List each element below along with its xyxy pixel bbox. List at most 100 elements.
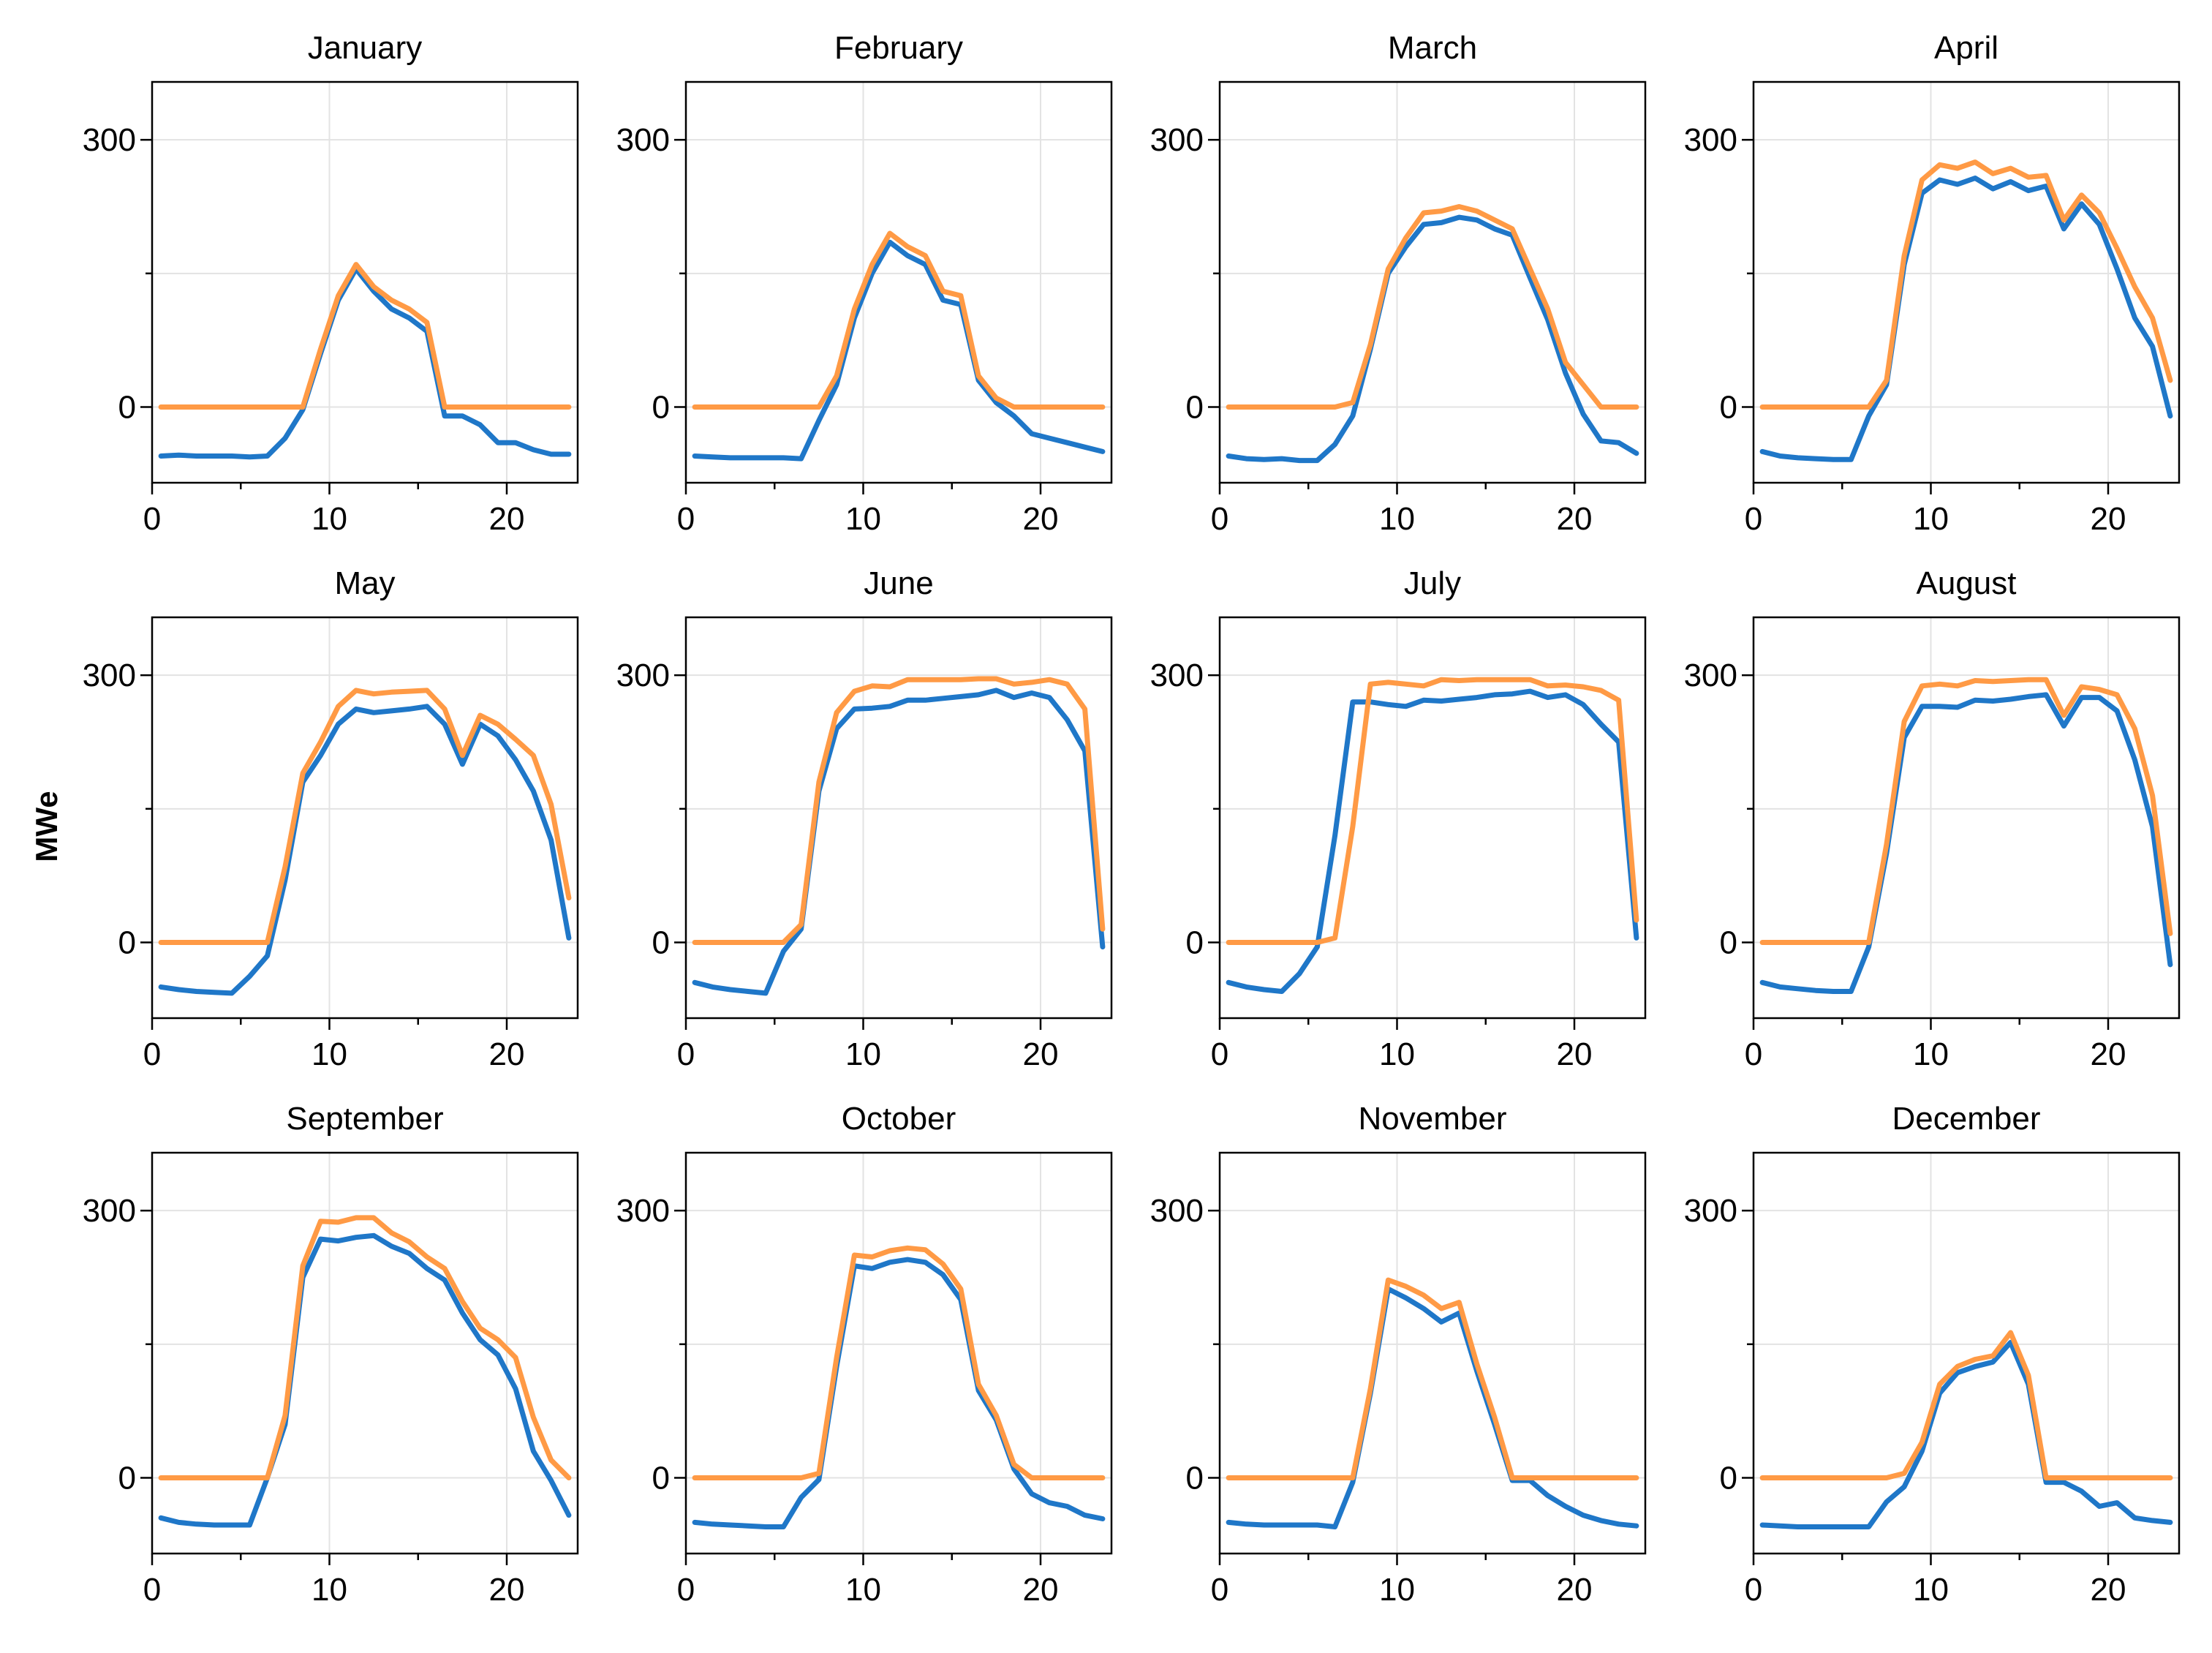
y-tick-label: 300 [83,1193,136,1229]
plot-frame [1218,616,1647,1020]
y-tick-label: 300 [1150,658,1204,693]
y-tick-label: 300 [1150,122,1204,158]
series-line-orange [1226,1277,1639,1480]
panel-title-april: April [1934,30,1998,66]
x-tick-label: 20 [489,1036,525,1072]
series-line-blue [692,239,1106,462]
y-tick-label: 300 [1684,122,1737,158]
y-tick-label: 300 [616,1193,670,1229]
y-tick-label: 300 [83,122,136,158]
x-tick-label: 0 [1745,501,1762,537]
x-tick-label: 20 [489,1572,525,1608]
series-line-blue [158,266,572,460]
x-tick-label: 10 [1379,1036,1415,1072]
x-tick-label: 0 [143,1572,161,1608]
y-tick-label: 0 [118,389,136,425]
y-tick-label: 0 [1186,389,1204,425]
x-tick-label: 0 [1745,1036,1762,1072]
plot-frame [1218,80,1647,484]
y-tick-label: 300 [1150,1193,1204,1229]
x-tick-label: 20 [489,501,525,537]
y-tick-label: 300 [1684,658,1737,693]
x-tick-label: 10 [1379,501,1415,537]
plot-frame [151,616,579,1020]
panel-title-january: January [308,30,423,66]
panel-title-december: December [1892,1101,2041,1137]
panel-december: December 0 300 0 10 20 [1684,1101,2181,1608]
x-tick-label: 10 [312,501,347,537]
y-tick-label: 300 [616,658,670,693]
plot-frame [151,80,579,484]
panel-title-november: November [1359,1101,1507,1137]
plot-frame [1752,1151,2181,1555]
x-tick-label: 0 [1211,501,1228,537]
x-tick-label: 20 [2091,501,2126,537]
x-tick-label: 0 [677,501,695,537]
x-tick-label: 0 [1211,1572,1228,1608]
panel-june: June 0 300 0 10 20 [616,565,1113,1072]
panel-august: August 0 300 0 10 20 [1684,565,2181,1072]
y-tick-label: 300 [83,658,136,693]
y-tick-label: 0 [118,1460,136,1496]
plot-frame [1752,616,2181,1020]
x-tick-label: 10 [845,1572,881,1608]
panel-november: November 0 300 0 10 20 [1150,1101,1647,1608]
panel-january: January 0 300 0 10 20 [83,30,579,537]
series-line-orange [158,688,572,945]
panel-title-october: October [842,1101,956,1137]
series-line-blue [692,688,1106,996]
panel-april: April 0 300 0 10 20 [1684,30,2181,537]
y-tick-label: 0 [118,925,136,960]
series-line-blue [158,704,572,996]
y-tick-label: 300 [616,122,670,158]
plot-frame [151,1151,579,1555]
series-line-blue [1226,1286,1639,1529]
plot-frame [1752,80,2181,484]
plot-frame [684,80,1113,484]
x-tick-label: 0 [1211,1036,1228,1072]
x-tick-label: 20 [1557,1572,1593,1608]
panel-title-march: March [1388,30,1477,66]
panel-september: September 0 300 0 10 20 [83,1101,579,1608]
plot-frame [684,616,1113,1020]
panel-title-september: September [286,1101,443,1137]
x-tick-label: 20 [1023,501,1059,537]
panel-title-february: February [834,30,963,66]
series-line-orange [1759,1330,2173,1480]
x-tick-label: 10 [312,1036,347,1072]
x-tick-label: 10 [845,1036,881,1072]
x-tick-label: 0 [1745,1572,1762,1608]
series-line-orange [158,1215,572,1480]
series-line-orange [692,230,1106,410]
panel-march: March 0 300 0 10 20 [1150,30,1647,537]
x-tick-label: 20 [2091,1572,2126,1608]
y-tick-label: 0 [1720,389,1737,425]
series-line-orange [1759,677,2173,945]
x-tick-label: 20 [1557,1036,1593,1072]
panel-october: October 0 300 0 10 20 [616,1101,1113,1608]
series-line-orange [1759,159,2173,410]
series-line-orange [692,676,1106,945]
panel-title-august: August [1917,565,2017,601]
x-tick-label: 10 [1913,1036,1949,1072]
series-line-blue [1759,692,2173,994]
x-tick-label: 10 [1379,1572,1415,1608]
series-line-orange [158,262,572,410]
y-tick-label: 300 [1684,1193,1737,1229]
panel-title-july: July [1404,565,1461,601]
series-line-blue [1226,688,1639,994]
x-tick-label: 20 [2091,1036,2126,1072]
series-line-blue [1759,1339,2173,1529]
x-tick-label: 20 [1023,1036,1059,1072]
panel-title-may: May [334,565,395,601]
series-line-orange [692,1245,1106,1480]
series-line-blue [1759,176,2173,462]
x-tick-label: 0 [677,1036,695,1072]
series-line-orange [1226,204,1639,410]
panel-title-june: June [864,565,933,601]
series-line-orange [1226,677,1639,945]
panel-february: February 0 300 0 10 20 [616,30,1113,537]
y-tick-label: 0 [1720,1460,1737,1496]
plot-frame [1218,1151,1647,1555]
